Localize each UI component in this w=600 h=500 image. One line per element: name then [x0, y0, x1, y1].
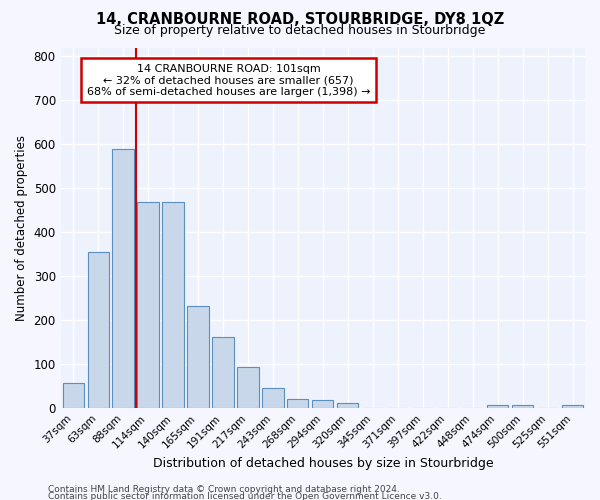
Bar: [187, 306, 209, 408]
Bar: [163, 202, 184, 408]
Bar: [287, 398, 308, 408]
Text: Contains public sector information licensed under the Open Government Licence v3: Contains public sector information licen…: [48, 492, 442, 500]
Bar: [88, 252, 109, 408]
Text: 14, CRANBOURNE ROAD, STOURBRIDGE, DY8 1QZ: 14, CRANBOURNE ROAD, STOURBRIDGE, DY8 1Q…: [96, 12, 504, 28]
Bar: [512, 405, 533, 408]
Text: Contains HM Land Registry data © Crown copyright and database right 2024.: Contains HM Land Registry data © Crown c…: [48, 485, 400, 494]
Bar: [62, 383, 84, 408]
Bar: [312, 400, 334, 408]
Y-axis label: Number of detached properties: Number of detached properties: [15, 135, 28, 321]
Bar: [238, 366, 259, 408]
Text: Size of property relative to detached houses in Stourbridge: Size of property relative to detached ho…: [115, 24, 485, 37]
Bar: [487, 405, 508, 408]
Bar: [112, 148, 134, 408]
Bar: [337, 402, 358, 408]
X-axis label: Distribution of detached houses by size in Stourbridge: Distribution of detached houses by size …: [152, 457, 493, 470]
Bar: [562, 406, 583, 408]
Bar: [137, 202, 158, 408]
Bar: [212, 337, 233, 408]
Bar: [262, 388, 284, 408]
Text: 14 CRANBOURNE ROAD: 101sqm
← 32% of detached houses are smaller (657)
68% of sem: 14 CRANBOURNE ROAD: 101sqm ← 32% of deta…: [87, 64, 370, 97]
